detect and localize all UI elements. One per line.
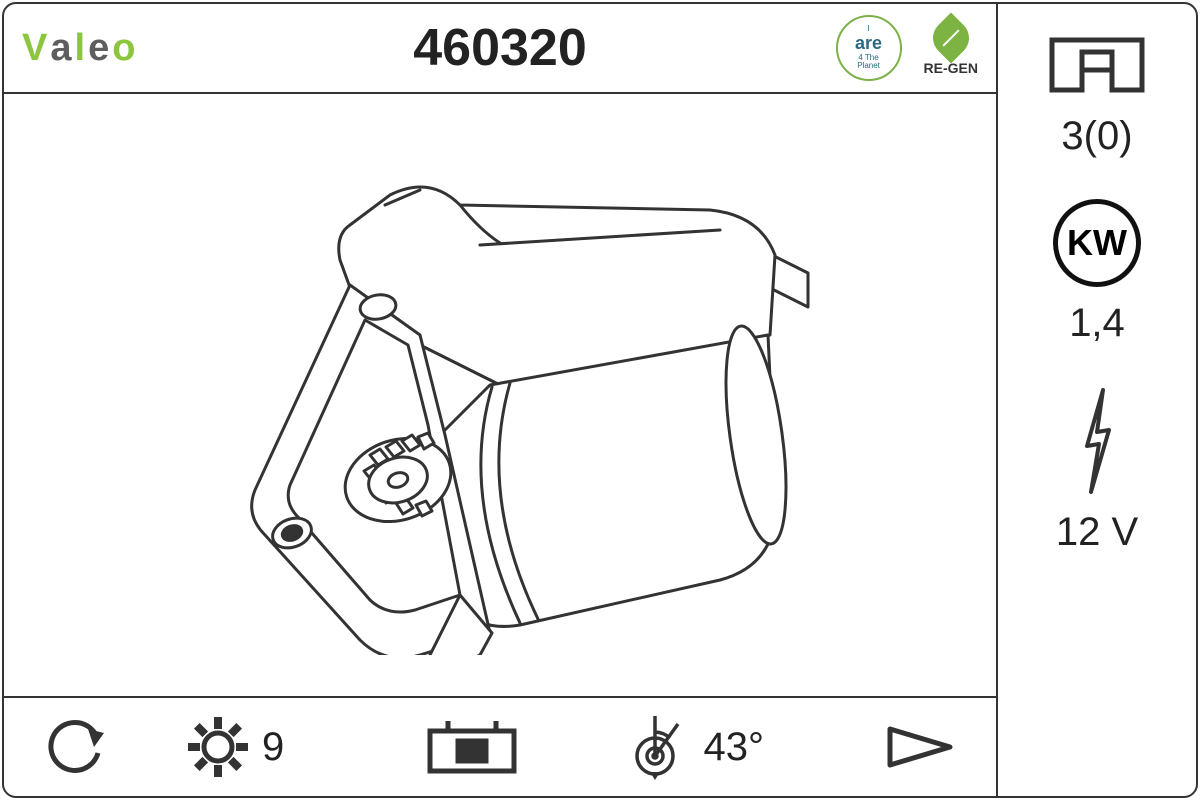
starter-motor-drawing [160,135,840,655]
spec-angle: 43° [620,710,765,784]
header-badges: I are 4 The Planet RE-GEN [836,15,978,81]
angle-value: 43° [704,725,765,770]
brand-name-4: e [88,27,110,70]
spec-rotation [44,715,108,779]
angle-marker-icon [620,710,690,784]
header: V a l e o 460320 I are 4 The Planet RE-G… [4,4,996,94]
side-panel: 3(0) KW 1,4 12 V [996,4,1196,796]
power-value: 1,4 [1069,301,1125,346]
gear-icon [188,717,248,777]
care-line4: Planet [857,62,880,71]
pennant-icon [884,723,956,771]
spec-voltage: 12 V [1056,386,1138,555]
rotation-ccw-icon [44,715,108,779]
brand-logo: V a l e o [22,27,136,70]
spec-terminal [424,717,520,777]
brand-name-3: l [75,27,87,70]
care-line2: are [855,34,882,54]
spec-power: KW 1,4 [1053,199,1141,346]
leaf-icon [925,13,976,64]
teeth-value: 9 [262,725,284,770]
brand-name-5: o [112,27,136,70]
regen-badge: RE-GEN [924,20,978,76]
care-badge: I are 4 The Planet [836,15,902,81]
part-number: 460320 [413,18,587,78]
terminal-box-icon [424,717,520,777]
mounting-bracket-icon [1042,30,1152,100]
brand-name-2: a [50,27,72,70]
spec-card: V a l e o 460320 I are 4 The Planet RE-G… [2,2,1198,798]
voltage-value: 12 V [1056,510,1138,555]
spec-flag [884,723,956,771]
footer: 9 [4,696,996,796]
lightning-icon [1067,386,1127,496]
brand-name-1: V [22,27,48,70]
product-drawing-area [4,94,996,696]
spec-teeth: 9 [188,717,284,777]
spec-mounting: 3(0) [1042,30,1152,159]
mounting-value: 3(0) [1061,114,1132,159]
kw-icon: KW [1053,199,1141,287]
